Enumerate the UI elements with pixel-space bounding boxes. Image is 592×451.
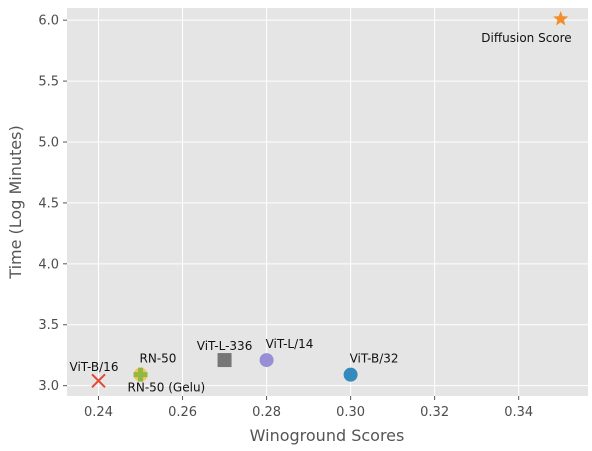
diffusion-score-marker [553, 10, 569, 26]
diffusion-score-label: Diffusion Score [481, 31, 571, 45]
vit-l-336-marker [217, 353, 232, 368]
y-tick-label: 4.5 [38, 196, 59, 211]
y-tick-label: 5.0 [38, 136, 59, 151]
y-tick-label: 4.0 [38, 257, 59, 272]
y-tick-label: 3.0 [38, 379, 59, 394]
vit-b-32-label: ViT-B/32 [350, 352, 399, 366]
x-tick-label: 0.30 [336, 405, 365, 420]
label-layer: ViT-B/16 RN-50 RN-50 (Gelu) ViT-L-336 ViT-L/… [70, 31, 572, 395]
vit-l-336-label: ViT-L-336 [197, 339, 253, 353]
plot-area [67, 8, 588, 396]
x-tick-label: 0.28 [252, 405, 281, 420]
x-tick-label: 0.34 [504, 405, 533, 420]
grid-layer [67, 8, 588, 396]
point-layer [91, 10, 569, 388]
rn-50-gelu-label: RN-50 (Gelu) [128, 381, 206, 395]
x-tick-label: 0.24 [84, 405, 113, 420]
x-tick-label: 0.32 [420, 405, 449, 420]
x-tick-label: 0.26 [168, 405, 197, 420]
vit-b-16-marker [91, 373, 106, 388]
rn-50-gelu-marker [133, 367, 148, 382]
y-tick-label: 3.5 [38, 318, 59, 333]
y-axis-label: Time (Log Minutes) [6, 125, 25, 279]
y-tick-label: 5.5 [38, 75, 59, 90]
vit-l-14-label: ViT-L/14 [266, 337, 314, 351]
x-axis-label: Winoground Scores [250, 426, 405, 445]
tick-layer: 0.24 0.26 0.28 0.30 0.32 0.34 3.0 3.5 4.0 4.5 5.0 5… [38, 14, 533, 420]
y-tick-label: 6.0 [38, 14, 59, 29]
vit-b-16-label: ViT-B/16 [70, 360, 119, 374]
rn-50-label: RN-50 [140, 352, 177, 366]
vit-l-14-marker [259, 353, 274, 368]
vit-b-32-marker [343, 367, 358, 382]
